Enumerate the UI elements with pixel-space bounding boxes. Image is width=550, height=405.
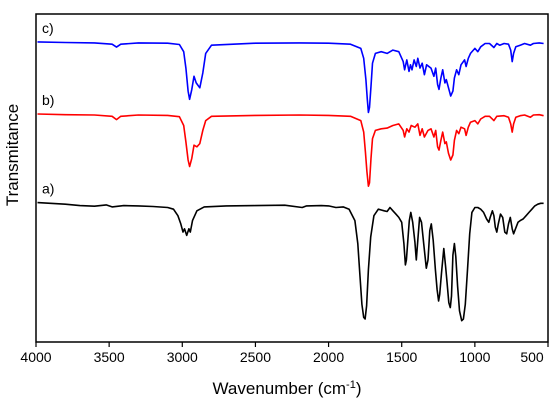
spectrum-line-b <box>37 113 544 187</box>
x-tick-label: 3000 <box>167 349 198 365</box>
y-axis-title: Transmitance <box>3 104 22 206</box>
x-tick-label: 2500 <box>240 349 271 365</box>
x-tick-label: 2000 <box>313 349 344 365</box>
x-tick-label: 4000 <box>20 349 51 365</box>
x-tick-label: 3500 <box>94 349 125 365</box>
x-tick-label: 1500 <box>386 349 417 365</box>
spectrum-line-a <box>37 201 544 322</box>
x-axis-title: Wavenumber (cm-1) <box>213 379 362 398</box>
x-tick-label: 1000 <box>459 349 490 365</box>
curve-label-c: c) <box>42 20 54 36</box>
curve-label-b: b) <box>42 92 54 108</box>
spectrum-line-c <box>37 41 544 114</box>
x-tick-label: 500 <box>520 349 544 365</box>
series-layer <box>37 41 544 322</box>
x-axis-ticks: 4000 3500 3000 2500 2000 1500 1000 500 <box>20 342 549 365</box>
curve-labels: c) b) a) <box>42 20 54 197</box>
curve-label-a: a) <box>42 181 54 197</box>
plot-frame <box>35 13 549 343</box>
